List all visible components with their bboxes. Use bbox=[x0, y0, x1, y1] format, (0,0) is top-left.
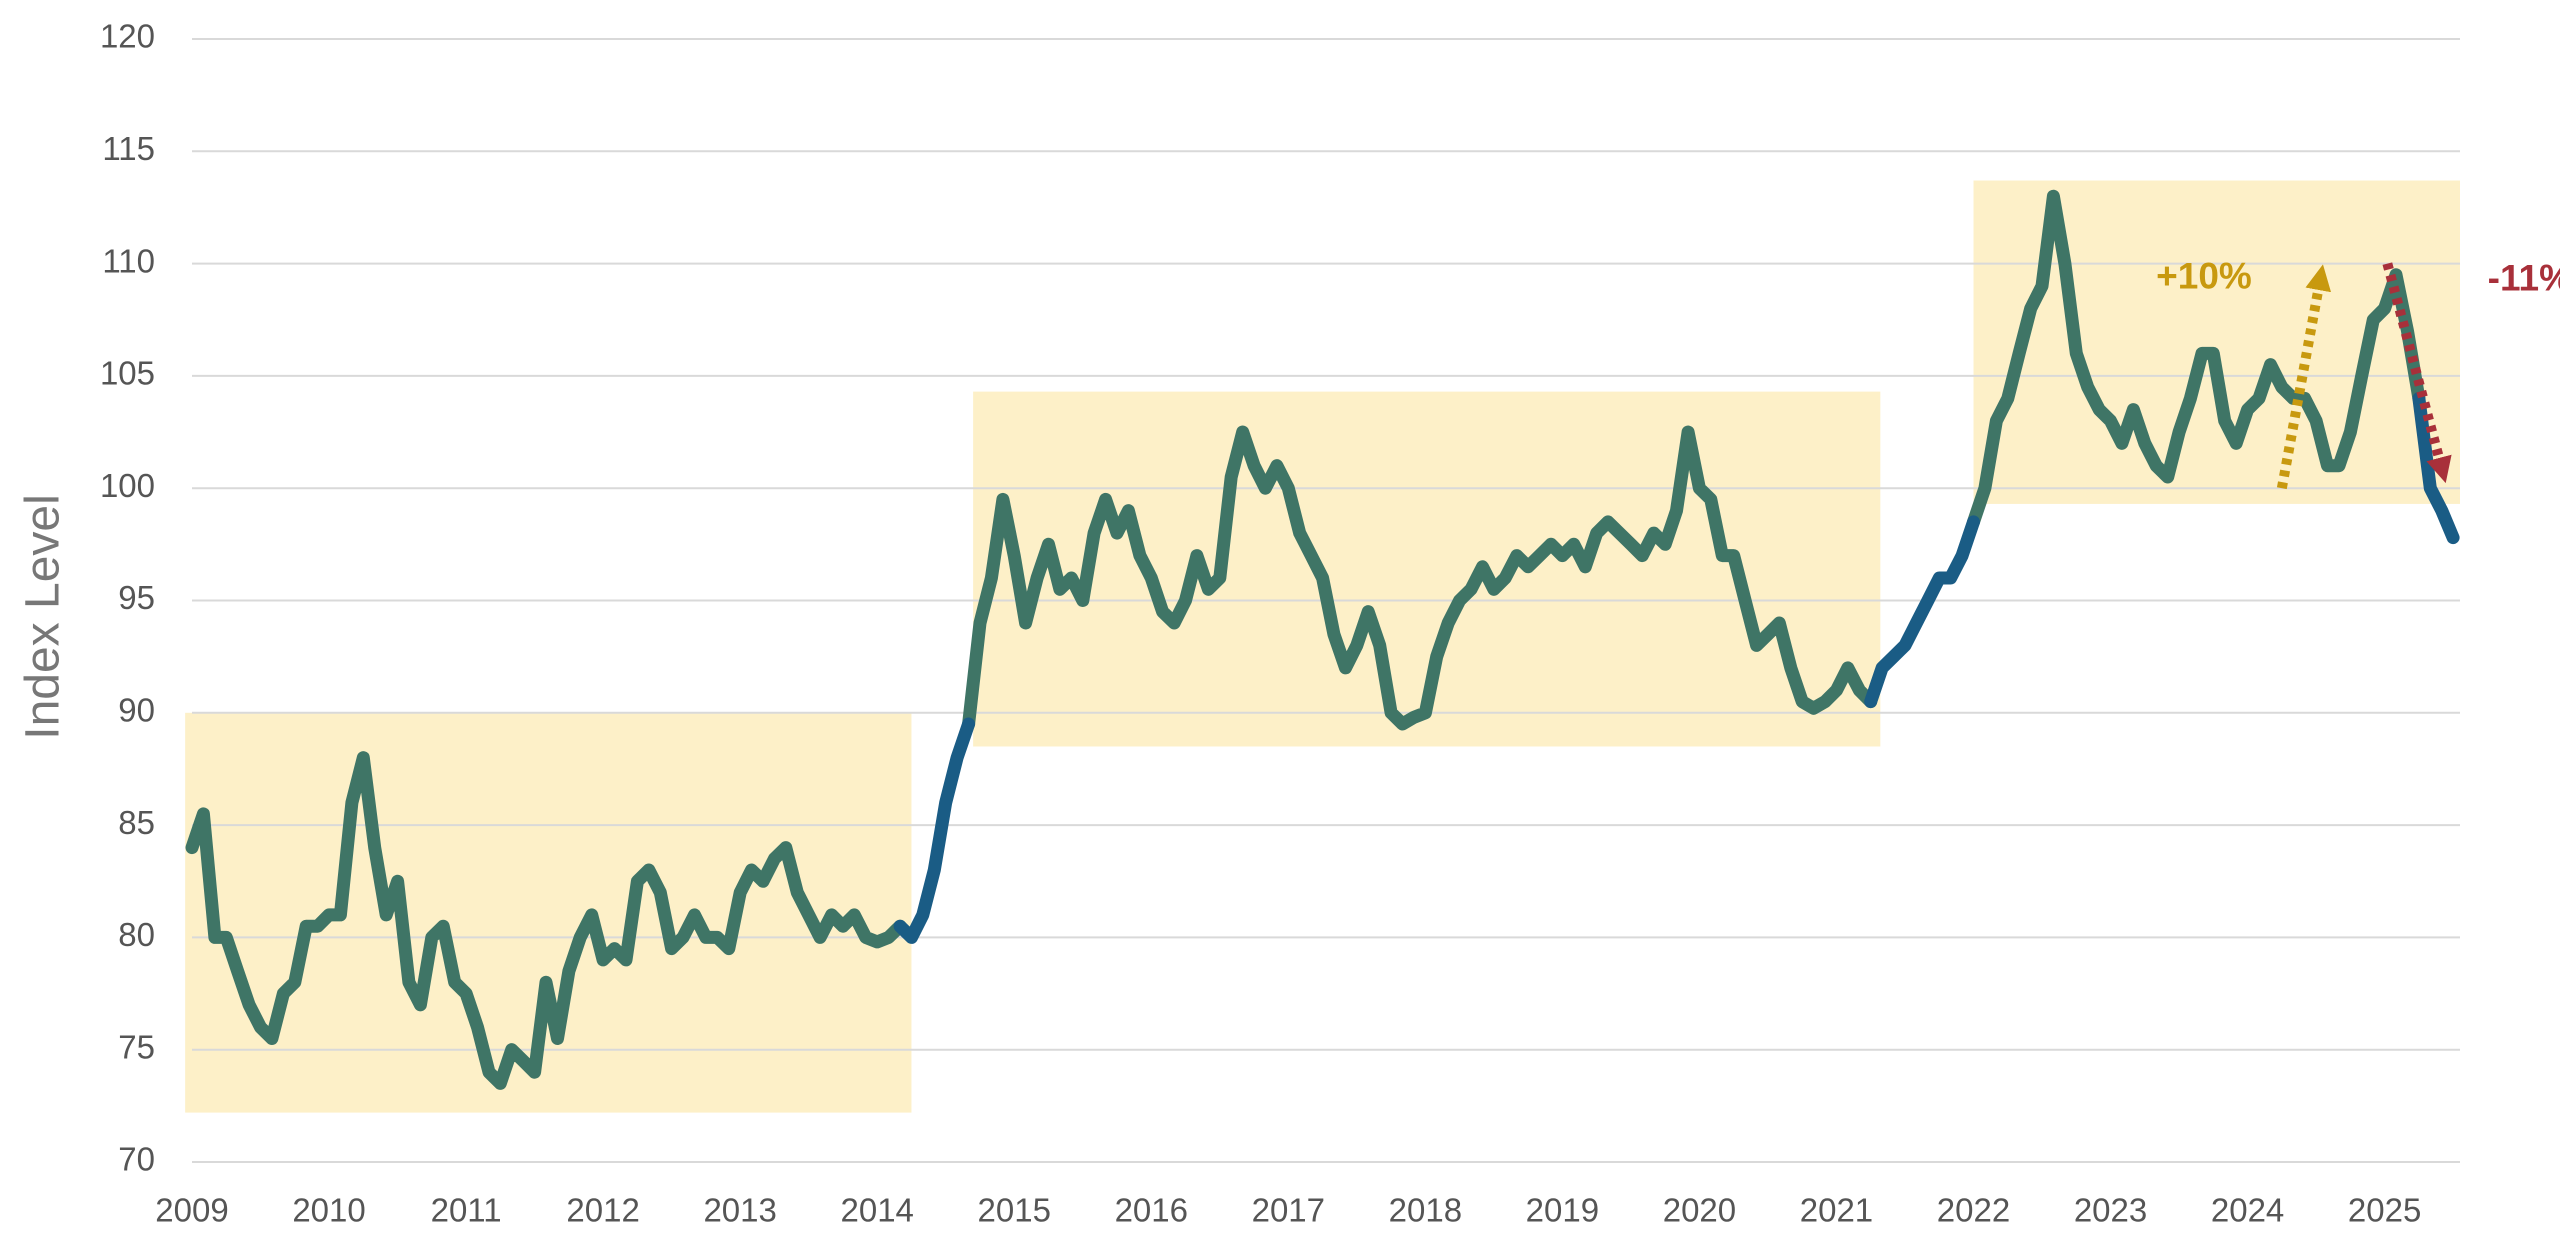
x-tick-label: 2022 bbox=[1937, 1192, 2010, 1229]
y-tick-label: 120 bbox=[100, 18, 155, 55]
y-tick-label: 110 bbox=[102, 242, 155, 279]
x-tick-label: 2015 bbox=[978, 1192, 1051, 1229]
y-axis-label: Index Level bbox=[17, 494, 70, 740]
y-tick-label: 80 bbox=[118, 916, 155, 953]
x-tick-label: 2013 bbox=[703, 1192, 776, 1229]
data-line bbox=[893, 391, 2460, 944]
annotation-label: -11% bbox=[2488, 257, 2560, 298]
x-tick-label: 2019 bbox=[1526, 1192, 1599, 1229]
x-tick-label: 2010 bbox=[292, 1192, 365, 1229]
y-tick-label: 95 bbox=[118, 579, 155, 616]
x-tick-label: 2016 bbox=[1115, 1192, 1188, 1229]
y-tick-label: 75 bbox=[118, 1028, 155, 1065]
data-line bbox=[185, 189, 2426, 1090]
x-tick-label: 2014 bbox=[840, 1192, 913, 1229]
x-tick-label: 2025 bbox=[2348, 1192, 2421, 1229]
annotation-label: +10% bbox=[2156, 256, 2252, 297]
y-tick-label: 105 bbox=[100, 355, 155, 392]
annotation-arrow bbox=[2276, 264, 2332, 490]
y-tick-label: 115 bbox=[102, 130, 155, 167]
y-tick-label: 100 bbox=[100, 467, 155, 504]
x-tick-label: 2009 bbox=[155, 1192, 228, 1229]
x-tick-label: 2017 bbox=[1252, 1192, 1325, 1229]
x-tick-label: 2021 bbox=[1800, 1192, 1873, 1229]
x-tick-label: 2020 bbox=[1663, 1192, 1736, 1229]
x-tick-label: 2011 bbox=[431, 1192, 502, 1229]
x-tick-label: 2018 bbox=[1389, 1192, 1462, 1229]
y-tick-label: 90 bbox=[118, 692, 155, 729]
y-tick-label: 70 bbox=[118, 1141, 155, 1178]
x-tick-label: 2023 bbox=[2074, 1192, 2147, 1229]
x-tick-label: 2024 bbox=[2211, 1192, 2284, 1229]
x-tick-label: 2012 bbox=[566, 1192, 639, 1229]
range-band bbox=[185, 712, 912, 1113]
annotation-arrow bbox=[2382, 262, 2452, 484]
y-tick-label: 85 bbox=[118, 804, 155, 841]
